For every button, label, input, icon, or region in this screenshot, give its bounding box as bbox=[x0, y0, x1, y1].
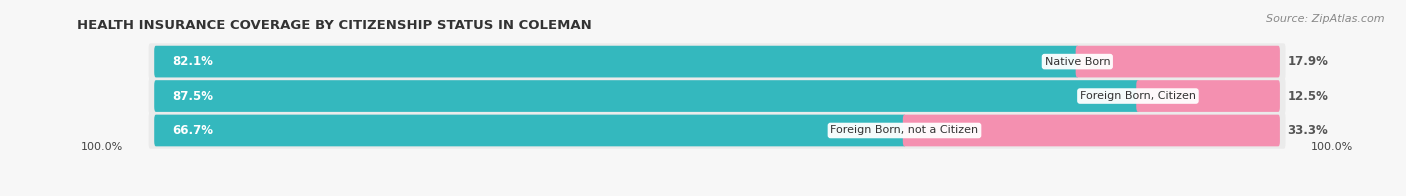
Text: Source: ZipAtlas.com: Source: ZipAtlas.com bbox=[1267, 14, 1385, 24]
Text: 82.1%: 82.1% bbox=[173, 55, 214, 68]
Text: 87.5%: 87.5% bbox=[173, 90, 214, 103]
Text: 100.0%: 100.0% bbox=[1312, 142, 1354, 152]
Text: Foreign Born, Citizen: Foreign Born, Citizen bbox=[1080, 91, 1197, 101]
Text: 100.0%: 100.0% bbox=[80, 142, 122, 152]
Text: 17.9%: 17.9% bbox=[1288, 55, 1329, 68]
Text: 12.5%: 12.5% bbox=[1288, 90, 1329, 103]
FancyBboxPatch shape bbox=[149, 112, 1285, 149]
FancyBboxPatch shape bbox=[155, 115, 907, 146]
Text: HEALTH INSURANCE COVERAGE BY CITIZENSHIP STATUS IN COLEMAN: HEALTH INSURANCE COVERAGE BY CITIZENSHIP… bbox=[77, 19, 592, 33]
Text: 66.7%: 66.7% bbox=[173, 124, 214, 137]
Text: Native Born: Native Born bbox=[1045, 57, 1111, 67]
FancyBboxPatch shape bbox=[149, 43, 1285, 80]
Text: 33.3%: 33.3% bbox=[1288, 124, 1327, 137]
FancyBboxPatch shape bbox=[1136, 80, 1279, 112]
Text: Foreign Born, not a Citizen: Foreign Born, not a Citizen bbox=[831, 125, 979, 135]
FancyBboxPatch shape bbox=[149, 78, 1285, 114]
FancyBboxPatch shape bbox=[1076, 46, 1279, 77]
FancyBboxPatch shape bbox=[155, 80, 1140, 112]
FancyBboxPatch shape bbox=[903, 115, 1279, 146]
FancyBboxPatch shape bbox=[155, 46, 1078, 77]
